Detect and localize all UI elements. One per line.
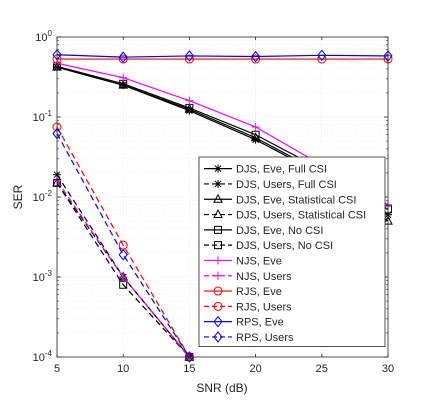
legend-entry: DJS, Users, No CSI <box>204 240 333 252</box>
series-line <box>56 182 190 358</box>
legend-label: RJS, Users <box>236 301 292 313</box>
legend-swatch-marker <box>214 241 222 250</box>
legend-label: DJS, Users, No CSI <box>236 240 333 252</box>
series-point <box>317 49 327 62</box>
series-point <box>118 248 128 261</box>
legend-entry: DJS, Users, Full CSI <box>204 179 337 191</box>
legend: DJS, Eve, Full CSI DJS, Users, Full CSI DJ… <box>198 156 386 348</box>
y-tick-label: 10-3 <box>33 269 53 284</box>
marker-circle <box>213 301 223 311</box>
x-tick-label: 25 <box>316 363 328 375</box>
series-point <box>118 51 128 63</box>
series-point <box>251 54 261 64</box>
legend-label: RPS, Users <box>236 332 294 344</box>
legend-entry: DJS, Users, Statistical CSI <box>204 208 366 222</box>
x-tick-label: 20 <box>249 363 261 375</box>
marker-triangle <box>213 208 223 219</box>
series-line <box>56 126 190 358</box>
marker-diamond <box>213 331 223 343</box>
series-point <box>119 280 128 289</box>
y-tick-label: 10-1 <box>33 109 53 124</box>
series-point <box>251 122 260 131</box>
marker-asterisk-d2 <box>214 180 222 188</box>
legend-swatch-marker <box>214 179 222 188</box>
series-line <box>56 54 389 58</box>
series-point <box>250 50 261 63</box>
legend-label: DJS, Eve, No CSI <box>236 225 323 237</box>
marker-circle <box>213 286 223 296</box>
marker-square <box>214 241 222 250</box>
marker-square <box>214 225 222 234</box>
series-point <box>118 54 128 64</box>
marker-diamond <box>118 51 128 63</box>
legend-label: NJS, Eve <box>236 255 282 267</box>
series-point <box>185 96 194 105</box>
marker-circle <box>118 54 128 64</box>
legend-swatch-marker <box>214 256 222 265</box>
x-tick-label: 15 <box>183 363 195 375</box>
legend-swatch-marker <box>213 301 223 311</box>
y-tick-label: 10-4 <box>33 349 53 364</box>
legend-entry: RPS, Users <box>204 331 294 344</box>
marker-triangle <box>213 193 223 203</box>
x-tick-label: 10 <box>117 363 129 375</box>
series-point <box>119 273 128 281</box>
marker-circle <box>251 54 261 64</box>
legend-swatch-marker <box>214 164 222 173</box>
marker-diamond <box>184 50 195 62</box>
legend-swatch-marker <box>213 315 223 328</box>
legend-entry: RJS, Users <box>204 301 292 313</box>
legend-label: RJS, Eve <box>236 286 282 298</box>
series-point <box>250 132 261 142</box>
legend-entry: NJS, Eve <box>204 255 282 267</box>
marker-asterisk-d2 <box>214 165 222 173</box>
marker-diamond <box>250 50 261 63</box>
series-10 <box>52 48 393 63</box>
legend-entry: DJS, Eve, No CSI <box>204 225 323 237</box>
y-tick-label: 10-2 <box>33 189 53 204</box>
legend-label: RPS, Eve <box>236 317 284 329</box>
series-point <box>184 50 195 62</box>
marker-square <box>251 130 260 139</box>
legend-entry: RJS, Eve <box>204 286 282 298</box>
legend-box <box>198 156 386 348</box>
marker-circle <box>184 54 194 64</box>
legend-label: DJS, Eve, Full CSI <box>236 164 327 176</box>
marker-square <box>119 280 128 289</box>
marker-diamond <box>118 248 128 261</box>
legend-swatch-marker <box>213 331 223 343</box>
marker-triangle <box>250 132 261 142</box>
series-point <box>251 130 260 139</box>
legend-label: DJS, Users, Full CSI <box>236 179 337 191</box>
legend-swatch-marker <box>213 208 223 219</box>
legend-entry: DJS, Eve, Statistical CSI <box>204 193 356 206</box>
legend-swatch-marker <box>213 286 223 296</box>
x-tick-label: 30 <box>382 363 394 375</box>
y-axis-label: SER <box>11 184 25 209</box>
series-point <box>119 73 128 82</box>
series-point <box>184 351 195 363</box>
series-point <box>184 54 194 64</box>
legend-swatch-marker <box>214 271 222 280</box>
legend-entry: DJS, Eve, Full CSI <box>204 164 327 176</box>
legend-swatch-marker <box>213 193 223 203</box>
y-tick-label: 100 <box>35 29 52 44</box>
x-axis-label: SNR (dB) <box>196 381 247 395</box>
legend-swatch-marker <box>214 225 222 234</box>
legend-entry: NJS, Users <box>204 271 292 283</box>
legend-label: DJS, Eve, Statistical CSI <box>236 194 356 206</box>
axis-ticks: 5 10 15 20 25 30 10-4 10-3 10-2 10-1 100 <box>33 29 395 375</box>
legend-entry: RPS, Eve <box>204 315 284 329</box>
marker-diamond <box>184 351 195 363</box>
axes-box <box>56 36 389 358</box>
marker-diamond <box>213 315 223 328</box>
legend-label: NJS, Users <box>236 271 292 283</box>
marker-diamond <box>317 49 327 62</box>
x-tick-label: 5 <box>54 363 60 375</box>
legend-label: DJS, Users, Statistical CSI <box>236 210 366 222</box>
